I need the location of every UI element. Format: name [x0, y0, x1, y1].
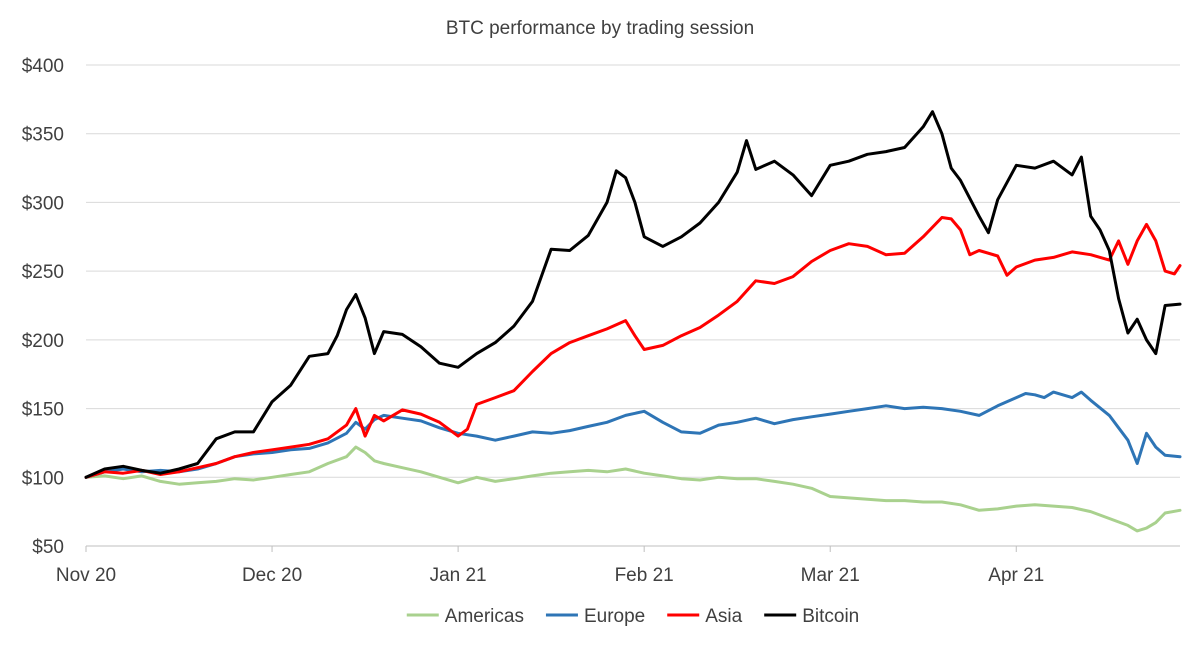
series-lines: [84, 110, 1182, 533]
x-tick-label: Jan 21: [430, 565, 487, 586]
x-tick-label: Apr 21: [988, 565, 1044, 586]
y-tick-label: $50: [32, 537, 64, 558]
y-tick-label: $100: [22, 468, 64, 489]
chart-title: BTC performance by trading session: [446, 18, 754, 39]
legend-label-europe: Europe: [584, 606, 645, 627]
legend: Americas Europe Asia Bitcoin: [406, 606, 859, 627]
gridlines: [86, 64, 1180, 478]
x-axis: Nov 20 Dec 20 Jan 21 Feb 21 Mar 21 Apr 21: [56, 545, 1180, 586]
legend-label-bitcoin: Bitcoin: [802, 606, 859, 627]
x-tick-label: Feb 21: [615, 565, 674, 586]
y-tick-label: $150: [22, 400, 64, 421]
legend-label-asia: Asia: [705, 606, 742, 627]
y-tick-label: $200: [22, 331, 64, 352]
series-line-asia: [84, 216, 1182, 479]
x-tick-label: Dec 20: [242, 565, 302, 586]
x-tick-label: Nov 20: [56, 565, 116, 586]
x-tick-label: Mar 21: [801, 565, 860, 586]
y-tick-label: $250: [22, 262, 64, 283]
series-line-europe: [84, 390, 1182, 479]
series-line-bitcoin: [84, 110, 1182, 479]
y-axis: $50 $100 $150 $200 $250 $300 $350 $400: [22, 56, 64, 558]
legend-label-americas: Americas: [445, 606, 524, 627]
series-line-americas: [84, 445, 1182, 533]
y-tick-label: $350: [22, 125, 64, 146]
y-tick-label: $300: [22, 193, 64, 214]
y-tick-label: $400: [22, 56, 64, 77]
